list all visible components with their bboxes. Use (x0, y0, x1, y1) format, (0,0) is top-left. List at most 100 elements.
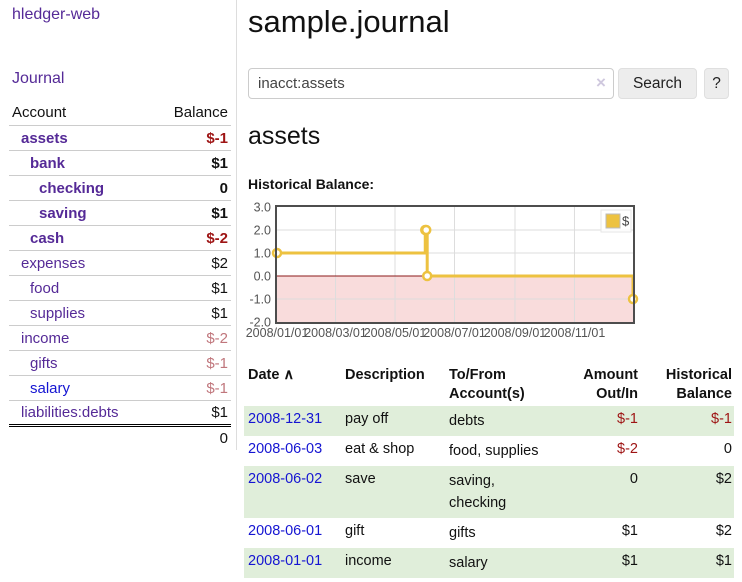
account-link[interactable]: saving (39, 204, 87, 222)
balance-column-header-main: Historical Balance (665, 367, 732, 402)
amount-column-header: Amount Out/In (583, 367, 638, 402)
account-link[interactable]: salary (30, 379, 71, 397)
page-title: sample.journal (248, 4, 450, 39)
total-spacer (9, 424, 154, 451)
account-link[interactable]: gifts (30, 354, 58, 372)
y-axis-tick-label: 0.0 (254, 270, 271, 284)
y-axis-tick-label: -2.0 (249, 316, 271, 330)
transaction-amount: $1 (621, 523, 638, 539)
account-column-header: Account (12, 104, 67, 121)
app-title-link[interactable]: hledger-web (12, 6, 101, 23)
account-table-body: assets $-1 bank $1 checking 0 saving $1 cash $-2 e… (9, 125, 231, 426)
account-row: salary $-1 (9, 375, 231, 401)
account-balance: $1 (153, 275, 231, 301)
search-form: × Search ? (248, 68, 742, 99)
account-row: supplies $1 (9, 300, 231, 326)
account-balance: $1 (153, 400, 231, 426)
transaction-date-link[interactable]: 2008-06-03 (248, 441, 323, 457)
account-link[interactable]: liabilities:debts (21, 404, 119, 421)
accounts-table: Account Balance assets $-1 bank $1 checking 0… (9, 100, 231, 451)
transaction-amount: $-1 (617, 411, 638, 427)
transaction-amount: 0 (629, 471, 638, 487)
help-button[interactable]: ? (704, 68, 729, 99)
sidebar-item-journal[interactable]: Journal (12, 70, 65, 87)
transaction-description: gift (345, 523, 365, 539)
transaction-description: pay off (345, 411, 389, 427)
account-link[interactable]: supplies (30, 304, 86, 322)
plot-border (275, 205, 635, 324)
account-balance: $-2 (153, 225, 231, 251)
date-column-header[interactable]: Date ∧ (244, 362, 341, 406)
clear-search-icon[interactable]: × (596, 73, 606, 92)
x-axis-tick-label: 2008/07/01 (423, 326, 486, 340)
account-row: saving $1 (9, 200, 231, 226)
transaction-balance: 0 (723, 441, 732, 457)
transaction-balance: $2 (715, 471, 732, 487)
transaction-date-link[interactable]: 2008-06-02 (248, 471, 323, 487)
accounts-total-value: 0 (153, 424, 231, 451)
account-balance: $1 (153, 200, 231, 226)
legend-series-label: $ (622, 214, 630, 229)
search-input[interactable] (248, 68, 614, 99)
account-heading: assets (248, 122, 321, 150)
transaction-description: eat & shop (345, 441, 415, 457)
account-row: expenses $2 (9, 250, 231, 276)
transaction-row: 2008-06-03 eat & shop food, supplies $-2 0 (244, 436, 734, 466)
accounts-column-header: To/From Account(s) (449, 367, 525, 402)
account-link[interactable]: bank (30, 154, 66, 172)
account-row: gifts $-1 (9, 350, 231, 376)
account-balance: 0 (153, 175, 231, 201)
account-row: assets $-1 (9, 125, 231, 151)
y-axis-tick-label: 3.0 (254, 201, 271, 215)
account-link[interactable]: checking (39, 179, 105, 197)
transaction-description: income (345, 553, 392, 569)
account-row: bank $1 (9, 150, 231, 176)
main-content: sample.journal × Search ? assets Histori… (244, 0, 742, 582)
transactions-header-row: Date ∧ Description To/From Account(s) Am… (244, 362, 734, 406)
account-balance: $-1 (153, 350, 231, 376)
transaction-accounts: food, supplies (449, 443, 539, 459)
x-axis-tick-label: 2008/09/01 (484, 326, 547, 340)
chart-title: Historical Balance: (248, 176, 375, 192)
x-axis-tick-label: 2008/11/01 (544, 326, 606, 340)
transaction-accounts: saving, checking (449, 473, 507, 511)
transactions-table: Date ∧ Description To/From Account(s) Am… (244, 362, 734, 578)
account-balance: $2 (153, 250, 231, 276)
account-balance: $1 (153, 150, 231, 176)
accounts-table-header: Account Balance (9, 100, 231, 126)
transaction-balance: $2 (715, 523, 732, 539)
transactions-table-body: 2008-12-31 pay off debts $-1 $-1 2008-06-03 ea… (244, 406, 734, 578)
transaction-date-link[interactable]: 2008-01-01 (248, 553, 323, 569)
account-link[interactable]: food (30, 279, 60, 297)
transaction-amount: $1 (621, 553, 638, 569)
transaction-balance: $-1 (711, 411, 732, 427)
transaction-amount: $-2 (617, 441, 638, 457)
balance-column-header: Balance (173, 104, 228, 121)
account-row: food $1 (9, 275, 231, 301)
historical-balance-chart: $3.0 2.0 1.0 0.0 -1.0 -2.02008/01/012008/03/0… (246, 201, 639, 340)
transaction-row: 2008-01-01 income salary $1 $1 (244, 548, 734, 578)
x-axis-tick-label: 2008/03/01 (304, 326, 367, 340)
x-axis-tick-label: 2008/01/01 (246, 326, 309, 340)
transaction-date-link[interactable]: 2008-12-31 (248, 411, 323, 427)
account-balance: $-2 (153, 325, 231, 351)
transaction-accounts: salary (449, 555, 488, 571)
sort-ascending-icon: ∧ (283, 367, 295, 383)
account-link[interactable]: expenses (21, 254, 86, 272)
account-balance: $-1 (153, 375, 231, 401)
transaction-row: 2008-06-02 save saving, checking 0 $2 (244, 466, 734, 518)
transaction-description: save (345, 471, 376, 487)
date-header-label: Date (248, 367, 280, 383)
account-link[interactable]: assets (21, 129, 68, 147)
account-row: liabilities:debts $1 (9, 400, 231, 426)
account-link[interactable]: cash (30, 229, 65, 247)
transaction-date-link[interactable]: 2008-06-01 (248, 523, 323, 539)
transaction-balance: $1 (715, 553, 732, 569)
account-link[interactable]: income (21, 329, 70, 347)
data-point-marker (421, 270, 433, 282)
search-button[interactable]: Search (618, 68, 697, 99)
y-axis-tick-label: 1.0 (254, 247, 271, 261)
account-row: income $-2 (9, 325, 231, 351)
transaction-row: 2008-06-01 gift gifts $1 $2 (244, 518, 734, 548)
